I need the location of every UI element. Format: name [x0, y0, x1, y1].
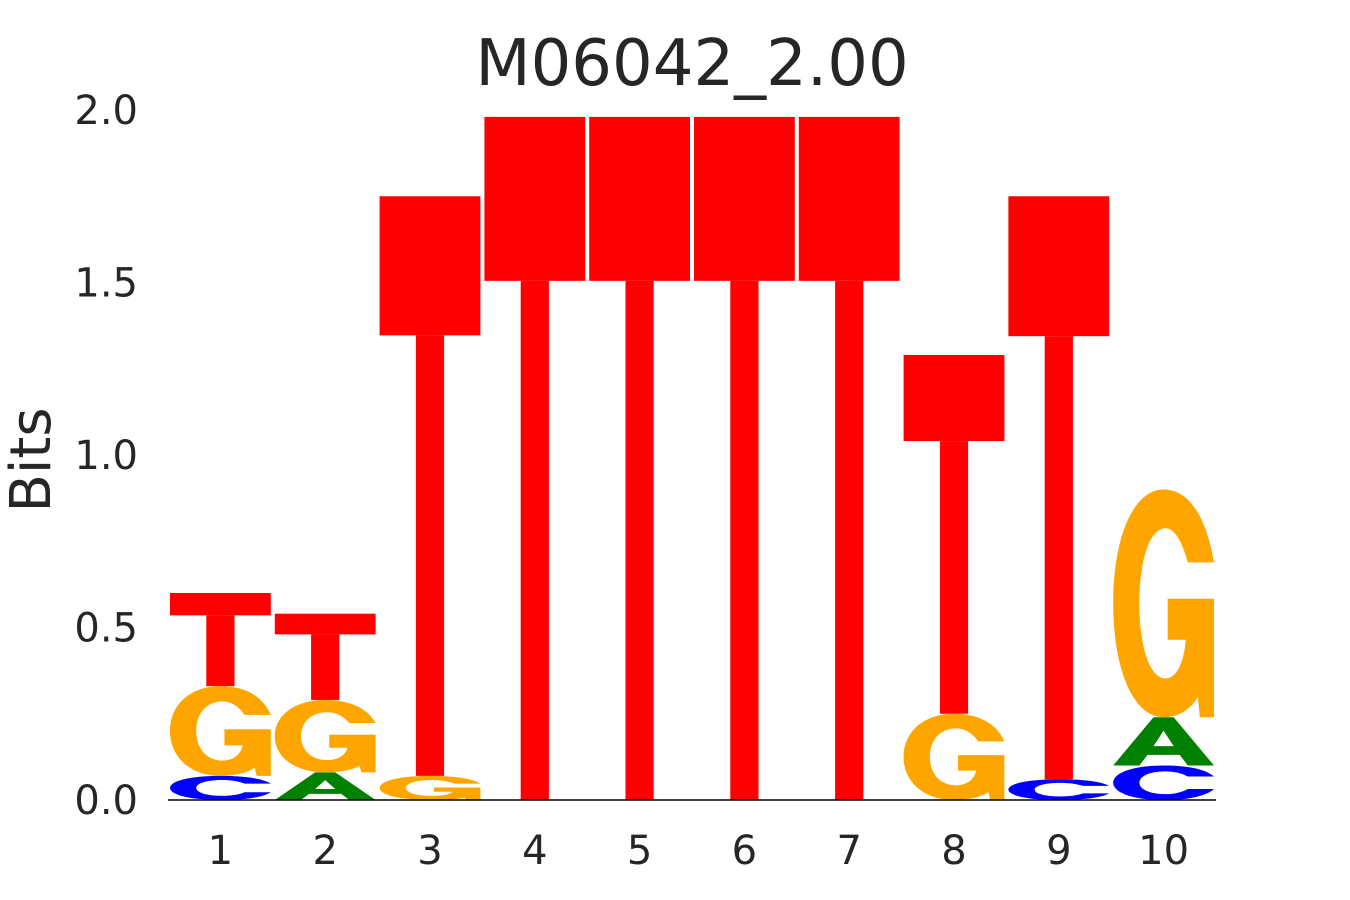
letter-T-pos-3 — [379, 196, 481, 776]
letter-G-pos-8 — [903, 713, 1005, 800]
chart-title: M06042_2.00 — [475, 27, 908, 101]
y-tick-label: 0.0 — [74, 778, 138, 824]
letter-T-pos-7 — [798, 116, 900, 800]
x-tick-label: 9 — [1046, 828, 1071, 874]
letter-T-pos-6 — [694, 116, 795, 800]
y-axis-label: Bits — [0, 407, 64, 512]
x-tick-label: 10 — [1138, 828, 1189, 874]
letter-C-pos-9 — [1008, 779, 1110, 800]
x-tick-label: 2 — [312, 828, 337, 874]
x-tick-label: 6 — [732, 828, 757, 874]
x-tick-label: 5 — [627, 828, 652, 874]
letter-T-pos-4 — [484, 116, 586, 800]
x-tick-label: 3 — [417, 828, 442, 874]
x-tick-label: 8 — [941, 828, 966, 874]
letter-C-pos-10 — [1113, 765, 1214, 800]
y-tick-label: 1.5 — [74, 261, 138, 307]
x-tick-label: 4 — [522, 828, 547, 874]
x-tick-labels: 1 2 3 4 5 6 7 8 9 10 — [208, 828, 1189, 874]
letter-T-pos-1 — [170, 593, 271, 687]
y-tick-label: 0.5 — [74, 606, 138, 652]
letter-C-pos-1 — [170, 775, 271, 800]
letter-T-pos-9 — [1008, 196, 1110, 780]
x-tick-label: 1 — [208, 828, 233, 874]
letter-T-pos-8 — [903, 354, 1005, 714]
letter-G-pos-3 — [379, 775, 481, 800]
letter-G-pos-10 — [1113, 489, 1214, 718]
x-tick-label: 7 — [836, 828, 861, 874]
letter-A-pos-10 — [1113, 717, 1214, 766]
letter-stacks — [170, 116, 1214, 800]
y-tick-label: 1.0 — [74, 433, 138, 479]
letter-A-pos-2 — [274, 772, 376, 800]
y-tick-labels: 0.0 0.5 1.0 1.5 2.0 — [74, 88, 138, 824]
letter-G-pos-2 — [274, 699, 376, 773]
letter-T-pos-5 — [589, 116, 690, 800]
letter-T-pos-2 — [274, 613, 376, 700]
y-tick-label: 2.0 — [74, 88, 138, 134]
letter-G-pos-1 — [170, 686, 271, 776]
